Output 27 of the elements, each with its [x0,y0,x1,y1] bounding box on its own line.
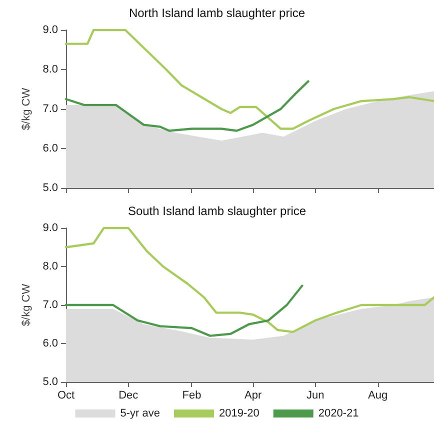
chart-title: South Island lamb slaughter price [128,204,306,218]
line-series [64,80,310,132]
y-tick-label: 9.0 [42,222,58,234]
y-tick-label: 7.0 [42,103,58,115]
line-series [64,226,434,334]
y-tick-label: 8.0 [42,260,58,272]
x-tick-label: Feb [182,390,202,402]
y-axis-title: $/kg CW [20,87,32,130]
chart-title: North Island lamb slaughter price [128,6,306,20]
y-tick-label: 7.0 [42,299,58,311]
y-tick-label: 8.0 [42,64,58,76]
y-tick-label: 6.0 [42,338,58,350]
legend-label: 2020-21 [318,408,359,420]
y-tick-label: 5.0 [42,182,58,194]
line-series [64,284,304,337]
x-tick-label: Aug [368,390,388,402]
x-tick-label: Apr [244,390,262,402]
y-tick-label: 9.0 [42,24,58,36]
x-tick-label: Oct [57,390,75,402]
y-axis-title: $/kg CW [20,283,32,326]
line-series [64,28,434,130]
y-tick-label: 5.0 [42,376,58,388]
legend-label: 2019-20 [219,408,260,420]
x-tick-label: Jun [306,390,324,402]
x-tick-label: Dec [118,390,139,402]
y-tick-label: 6.0 [42,142,58,154]
legend-label: 5-yr ave [120,408,160,420]
